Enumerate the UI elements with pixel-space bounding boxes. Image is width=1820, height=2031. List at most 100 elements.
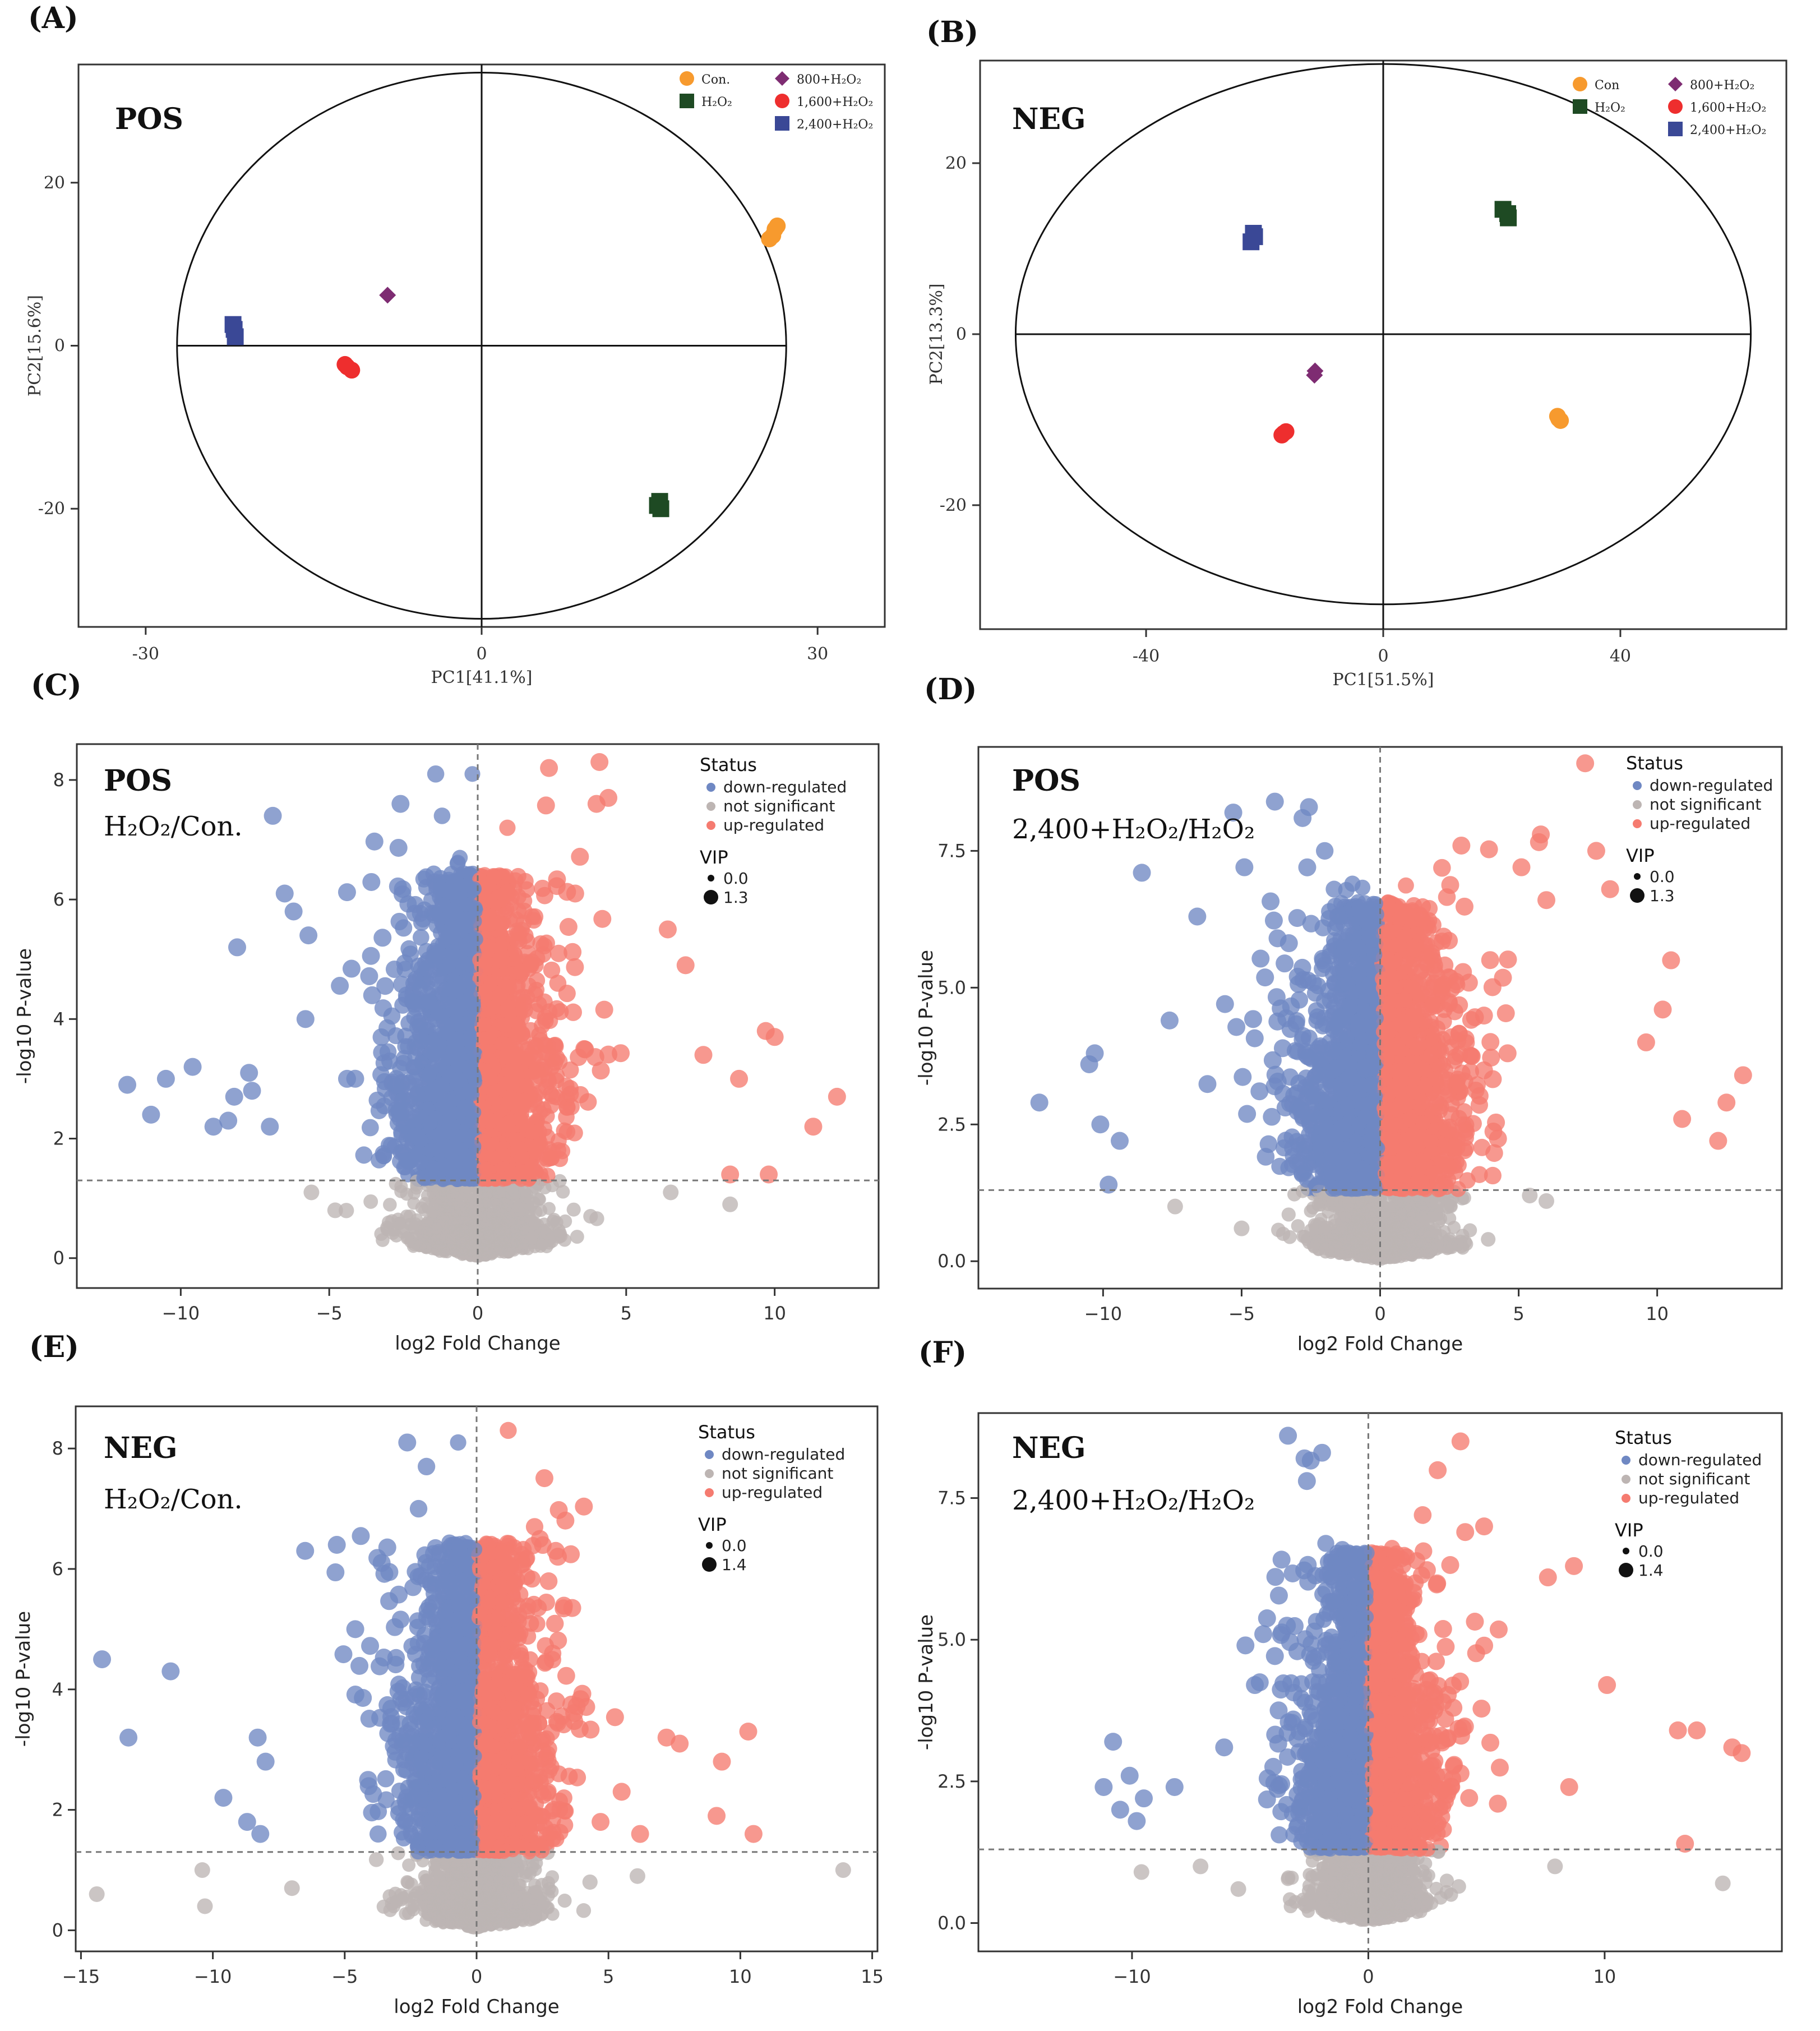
data-point-up — [765, 1028, 784, 1046]
series-4 — [224, 316, 244, 345]
data-point-down — [412, 980, 429, 997]
data-point-ns — [518, 1185, 531, 1198]
vip-value-large: 1.3 — [723, 888, 749, 907]
data-point-up — [515, 1093, 530, 1109]
data-point-ns — [570, 1230, 584, 1244]
data-point-down — [423, 1171, 438, 1186]
legend-item: 800+H₂O₂ — [775, 71, 861, 87]
legend-label: 2,400+H₂O₂ — [1690, 123, 1766, 137]
data-point-ns — [408, 1187, 421, 1200]
y-tick-label: 0 — [956, 325, 967, 344]
series-1 — [649, 493, 669, 518]
data-point-down — [228, 938, 246, 957]
series-0 — [1549, 408, 1569, 429]
series-3 — [336, 356, 361, 379]
data-point-up — [1455, 897, 1473, 916]
data-point — [1306, 367, 1323, 384]
ion-mode-label: POS — [115, 102, 183, 136]
legend-item: Con. — [680, 71, 730, 87]
data-point-down — [409, 1087, 426, 1103]
data-point-down — [468, 1139, 482, 1153]
data-point-down — [449, 1139, 463, 1154]
data-point-down — [1268, 929, 1287, 948]
legend-swatch — [706, 821, 715, 830]
data-point-down — [264, 806, 282, 825]
data-point-up — [593, 910, 612, 928]
data-point-down — [1298, 858, 1317, 876]
data-point-down — [342, 959, 361, 978]
data-point-down — [1245, 1029, 1264, 1047]
data-point-up — [497, 1017, 512, 1033]
data-point-ns — [421, 1226, 433, 1239]
data-point — [649, 497, 666, 514]
data-point-down — [372, 1028, 390, 1046]
legend-marker — [775, 94, 789, 108]
data-point-ns — [583, 1209, 598, 1224]
data-point-up — [595, 1000, 613, 1019]
x-tick-label: 5 — [621, 1303, 632, 1324]
x-tick-label: 40 — [1610, 647, 1631, 666]
data-point-down — [421, 1067, 437, 1083]
data-point-down — [365, 832, 384, 851]
data-point-down — [376, 977, 394, 995]
data-point — [379, 287, 396, 304]
data-point-down — [225, 1087, 243, 1106]
legend-label: 1,600+H₂O₂ — [797, 95, 873, 109]
data-point-up — [499, 819, 516, 836]
data-point-down — [355, 1146, 373, 1164]
data-point-up — [513, 1113, 529, 1128]
data-point-up — [523, 1022, 539, 1038]
x-tick-label: 0 — [476, 644, 487, 664]
legend-marker — [775, 71, 789, 86]
data-point-down — [240, 1064, 258, 1082]
data-point-ns — [454, 1204, 466, 1216]
legend-marker — [680, 71, 694, 86]
data-point-up — [486, 869, 502, 885]
data-point-up — [658, 920, 677, 939]
data-point-down — [362, 873, 381, 891]
data-point-ns — [483, 1229, 494, 1240]
panel-b: (B)-40 0 40-20020PC1[51.5%]PC2[13.3%]NEGCo… — [926, 15, 1787, 690]
data-point-up — [483, 976, 498, 991]
data-point-up — [1483, 978, 1502, 996]
series-3 — [1273, 423, 1295, 444]
data-point-up — [804, 1118, 823, 1136]
legend-marker — [1573, 99, 1587, 114]
data-point-down — [412, 1132, 428, 1148]
data-point-down — [243, 1082, 261, 1100]
data-point — [761, 230, 778, 248]
data-point-down — [1238, 1105, 1257, 1123]
data-point-up — [536, 1036, 553, 1053]
data-point-down — [299, 926, 318, 945]
data-point-up — [587, 795, 606, 813]
data-point-up — [1452, 836, 1471, 855]
data-point-ns — [511, 1228, 523, 1240]
legend-label: 2,400+H₂O₂ — [797, 118, 873, 132]
data-point-ns — [438, 1191, 451, 1203]
data-point-down — [413, 914, 430, 931]
data-point-down — [338, 1069, 356, 1088]
data-point — [224, 316, 242, 333]
data-point-up — [491, 915, 507, 931]
legend-item: Con — [1573, 77, 1619, 93]
legend-marker — [1668, 99, 1683, 114]
data-point-down — [284, 902, 303, 921]
data-point-down — [1325, 880, 1343, 898]
ion-mode-label: NEG — [1012, 102, 1086, 136]
data-point-down — [418, 960, 435, 977]
legend-marker — [775, 116, 789, 131]
data-point-down — [374, 999, 392, 1017]
data-point-up — [537, 796, 555, 815]
legend-marker — [1668, 77, 1683, 91]
legend-item: 2,400+H₂O₂ — [1668, 122, 1766, 137]
data-point-down — [452, 999, 467, 1014]
data-point-ns — [415, 1201, 428, 1214]
legend-label: 1,600+H₂O₂ — [1690, 101, 1766, 115]
data-point-up — [592, 1061, 610, 1080]
data-point — [1273, 426, 1291, 444]
series-2 — [379, 287, 396, 304]
x-tick-label: 30 — [807, 644, 828, 664]
legend-label: Con — [1595, 79, 1619, 93]
